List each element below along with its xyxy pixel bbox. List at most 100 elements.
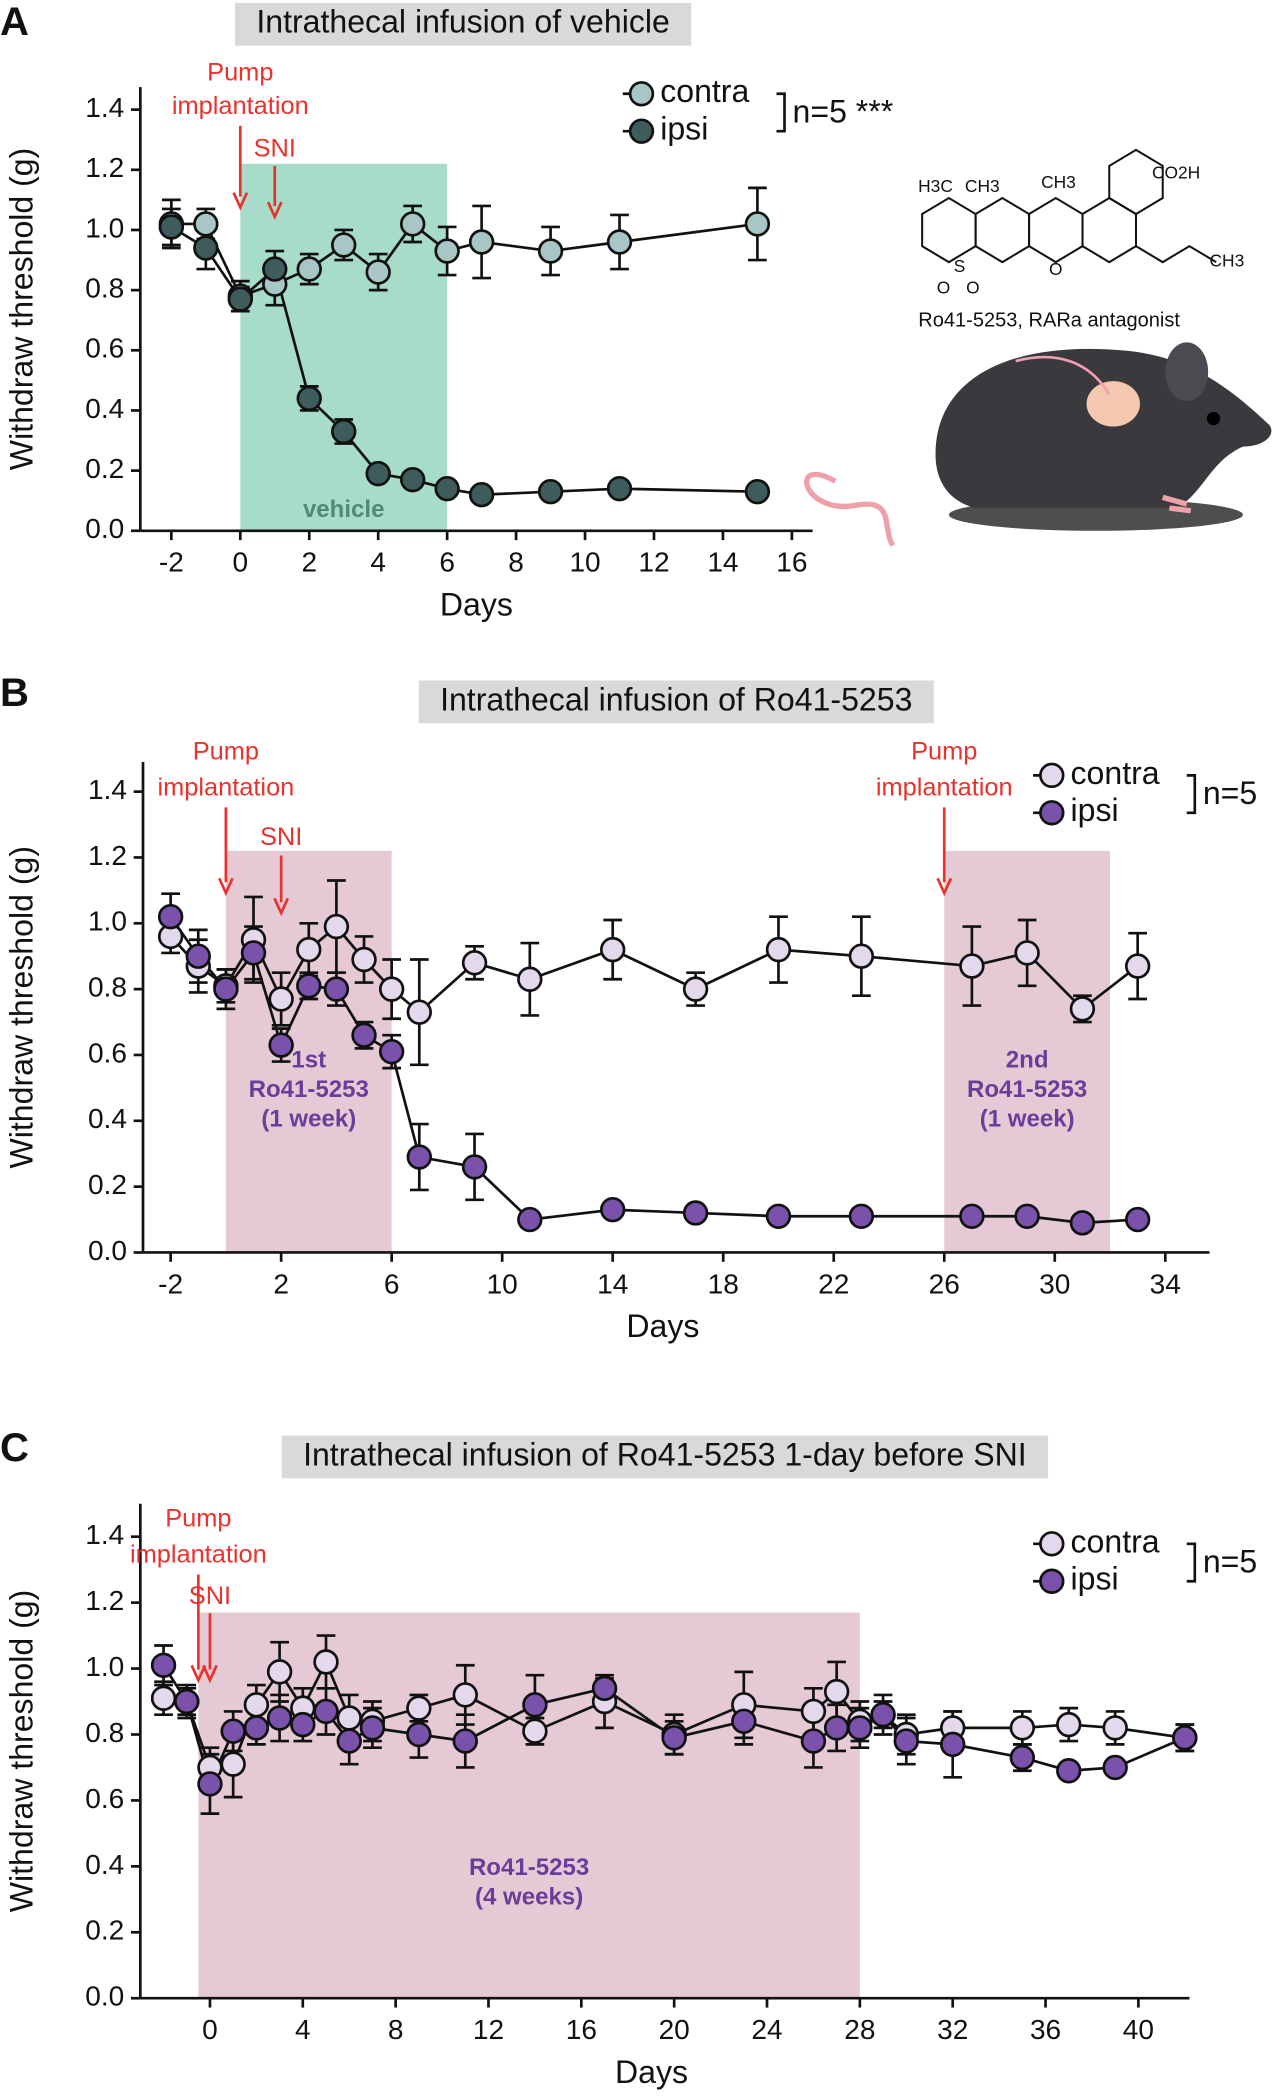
data-point — [959, 953, 985, 979]
data-point — [591, 1675, 618, 1702]
data-point — [461, 1154, 488, 1180]
shade-label: Ro41-5253 — [469, 1854, 589, 1881]
legend-marker — [628, 81, 655, 107]
annotation: implantation — [172, 92, 309, 120]
arrow-head — [202, 1664, 218, 1684]
mouse-illustration — [804, 342, 1272, 547]
x-tick-label: 10 — [487, 1268, 518, 1299]
legend-label: ipsi — [1071, 792, 1119, 828]
pump — [1086, 381, 1140, 427]
data-point — [800, 1728, 827, 1754]
data-point — [378, 1038, 405, 1065]
panel: A Intrathecal infusion of vehicle vehicle 0… — [0, 0, 893, 622]
y-tick-label: 0.4 — [85, 393, 124, 424]
x-tick-label: 40 — [1123, 2014, 1154, 2045]
x-tick-label: -2 — [158, 1268, 183, 1299]
data-point — [185, 943, 211, 969]
x-tick-label: 30 — [1039, 1268, 1070, 1299]
x-tick-label: 12 — [473, 2014, 504, 2045]
data-point — [893, 1728, 919, 1754]
legend-marker — [628, 118, 655, 144]
data-point — [1069, 996, 1096, 1022]
chem-label: CO2H — [1152, 163, 1200, 183]
data-point — [378, 976, 405, 1002]
chart-title: Intrathecal infusion of Ro41-5253 — [440, 681, 912, 717]
data-point — [365, 259, 391, 285]
x-tick-label: 32 — [937, 2014, 968, 2045]
x-tick-label: 14 — [707, 547, 738, 578]
data-point — [359, 1715, 386, 1741]
data-point — [174, 1688, 200, 1715]
data-point — [213, 976, 239, 1002]
x-tick-label: 4 — [370, 547, 386, 578]
x-tick-label: 0 — [232, 547, 248, 578]
n-label: n=5 — [1203, 1543, 1257, 1579]
y-axis-label: Withdraw threshold (g) — [4, 148, 40, 471]
data-point — [150, 1652, 177, 1678]
data-point — [243, 1692, 270, 1718]
arrow-head — [266, 201, 283, 220]
legend-label: contra — [1071, 755, 1160, 791]
x-tick-label: 8 — [388, 2014, 404, 2045]
data-point — [848, 1203, 875, 1229]
data-point — [731, 1708, 757, 1734]
data-point — [351, 946, 377, 973]
data-point — [848, 943, 875, 969]
panel: B Intrathecal infusion of Ro41-52531stRo4… — [0, 671, 1257, 1344]
y-tick-label: 1.0 — [88, 906, 127, 937]
x-tick-label: -2 — [159, 547, 184, 578]
data-point — [313, 1698, 339, 1725]
x-tick-label: 6 — [384, 1268, 400, 1299]
data-point — [290, 1711, 316, 1738]
legend-marker — [1039, 762, 1065, 789]
data-point — [682, 976, 709, 1002]
annotation: Pump — [911, 737, 977, 765]
y-tick-label: 0.0 — [85, 1981, 124, 2012]
data-point — [406, 1695, 432, 1721]
x-axis-label: Days — [440, 586, 513, 622]
data-point — [331, 232, 357, 258]
y-tick-label: 1.0 — [85, 1651, 124, 1682]
data-point — [227, 286, 253, 312]
shade-region — [198, 1612, 860, 1999]
catheter — [1015, 355, 1111, 396]
legend-marker — [1039, 1531, 1065, 1557]
arrow-head — [217, 877, 234, 897]
data-point — [1014, 1203, 1040, 1229]
y-tick-label: 1.2 — [88, 840, 127, 871]
x-tick-label: 0 — [202, 2014, 218, 2045]
data-point — [1009, 1744, 1036, 1771]
annotation: SNI — [260, 823, 302, 851]
x-tick-label: 24 — [751, 2014, 782, 2045]
shade-label: (4 weeks) — [475, 1883, 583, 1910]
panel-label: C — [0, 1426, 29, 1470]
y-tick-label: 0.6 — [85, 333, 124, 364]
chem-label: O — [966, 277, 980, 297]
data-point — [351, 1022, 377, 1048]
data-point — [313, 1649, 339, 1675]
data-point — [1009, 1715, 1036, 1741]
y-tick-label: 1.4 — [88, 774, 127, 805]
annotation: Pump — [207, 58, 273, 86]
data-point — [537, 238, 564, 264]
y-tick-label: 0.0 — [88, 1235, 127, 1266]
x-tick-label: 6 — [439, 547, 455, 578]
title-box — [281, 1435, 1049, 1479]
x-tick-label: 36 — [1030, 2014, 1061, 2045]
data-point — [744, 478, 771, 505]
data-point — [365, 460, 391, 487]
data-point — [323, 913, 350, 940]
y-tick-label: 1.4 — [85, 1519, 124, 1550]
data-point — [600, 936, 626, 963]
data-point — [522, 1718, 548, 1744]
y-tick-label: 0.6 — [88, 1037, 127, 1068]
y-tick-label: 0.2 — [85, 1915, 124, 1946]
legend-label: contra — [660, 73, 749, 109]
data-point — [682, 1200, 709, 1226]
data-point — [1102, 1754, 1128, 1781]
data-point — [661, 1725, 687, 1751]
data-point — [522, 1692, 548, 1718]
data-point — [606, 475, 633, 502]
shade-label: (1 week) — [980, 1106, 1075, 1133]
